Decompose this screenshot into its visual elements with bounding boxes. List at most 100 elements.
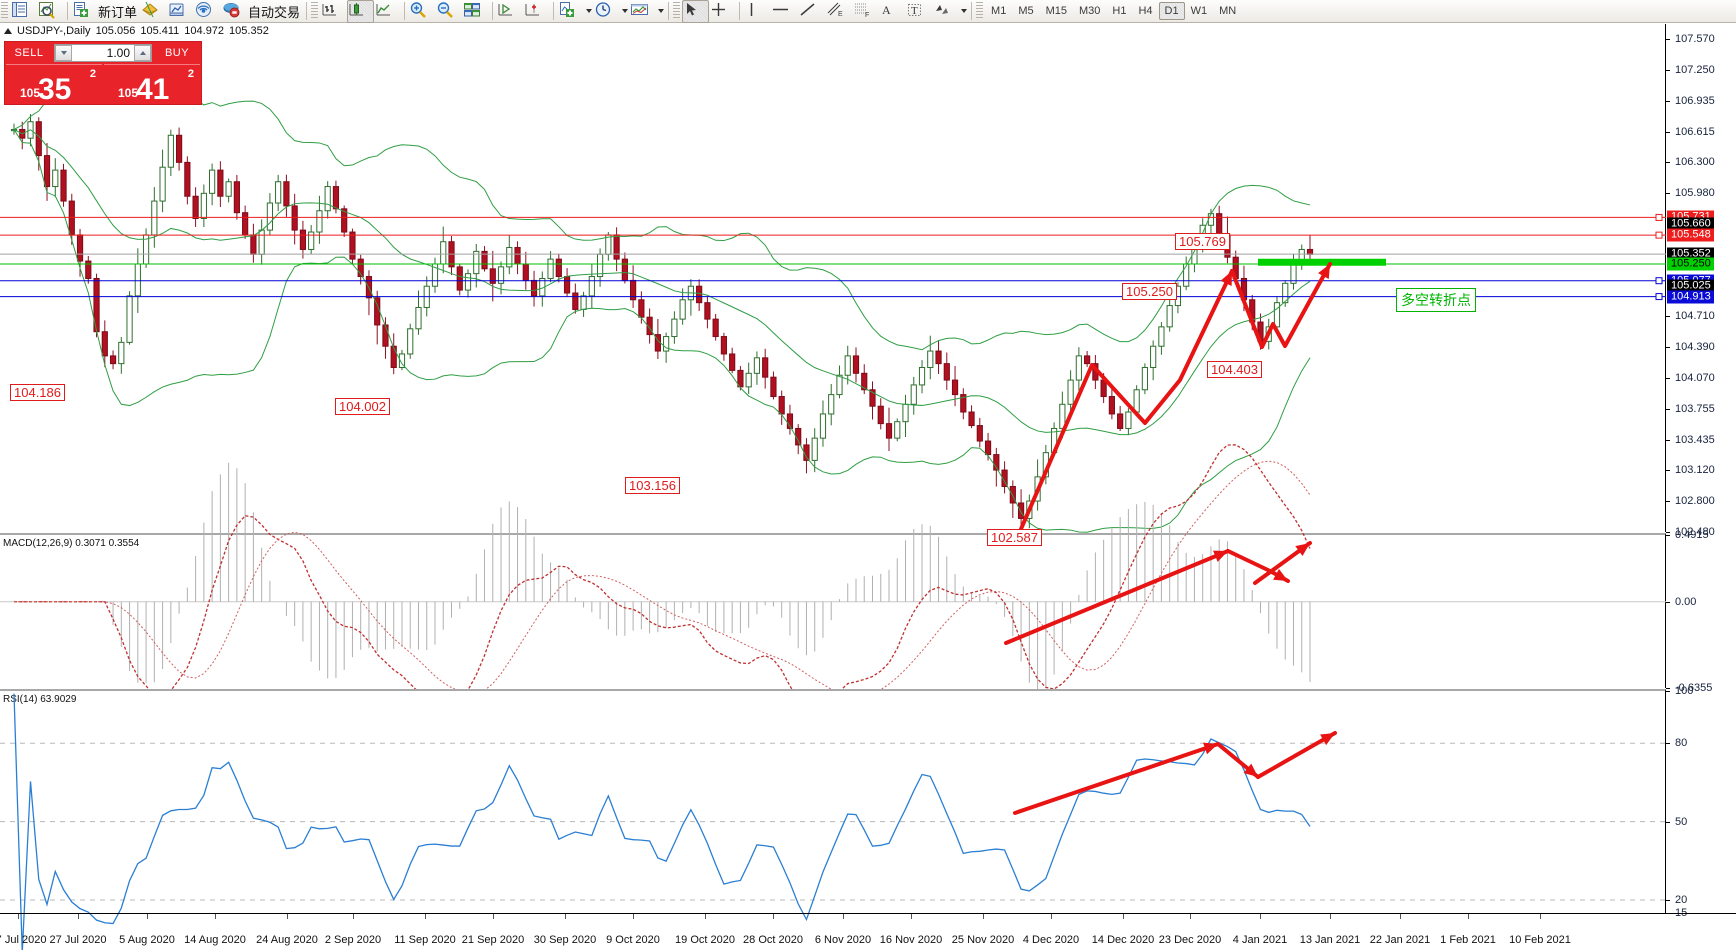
period-chevron-down-icon[interactable] [620, 1, 629, 22]
price-level-badge[interactable]: 105.250 [1667, 257, 1714, 271]
macd-axis-tick: 0.4915 [1666, 529, 1736, 541]
autotrading-label[interactable]: 自动交易 [248, 4, 301, 20]
price-tag[interactable]: 102.587 [987, 529, 1042, 546]
timeframe-m1[interactable]: M1 [991, 5, 1007, 17]
volume-increment-button[interactable] [134, 45, 151, 61]
price-level-badge[interactable]: 105.548 [1667, 228, 1714, 242]
turning-point-annotation[interactable]: 多空转折点 [1396, 288, 1476, 312]
sell-button[interactable]: 105 35 2 [6, 64, 102, 106]
price-tag[interactable]: 104.002 [335, 398, 390, 415]
add-template-chevron-down-icon[interactable] [584, 1, 593, 22]
toolbar-grip[interactable] [1, 2, 8, 20]
price-tag[interactable]: 104.403 [1207, 361, 1262, 378]
templates-icon[interactable] [629, 0, 656, 23]
svg-text:T: T [911, 5, 918, 17]
price-tag[interactable]: 105.250 [1122, 283, 1177, 300]
crosshair-icon[interactable] [709, 0, 736, 23]
time-axis-label: 22 Jan 2021 [1369, 934, 1431, 946]
time-axis-label: 1 Feb 2021 [1440, 934, 1496, 946]
timeframe-d1[interactable]: D1 [1158, 2, 1185, 20]
arrows-icon[interactable] [932, 0, 959, 23]
toolbar-grip[interactable] [976, 2, 984, 20]
mql-community-icon[interactable] [167, 0, 194, 23]
time-axis-tick [705, 914, 706, 919]
cursor-icon[interactable] [682, 0, 710, 23]
buy-label[interactable]: BUY [164, 47, 190, 59]
symbol-ohlc-bar: USDJPY-,Daily 105.056 105.411 104.972 10… [0, 24, 1736, 37]
timeframe-mn[interactable]: MN [1219, 5, 1237, 17]
new-order-label[interactable]: 新订单 [98, 4, 138, 20]
signals-icon[interactable] [194, 0, 221, 23]
volume-decrement-button[interactable] [55, 45, 72, 61]
line-chart-icon[interactable] [374, 0, 401, 23]
one-click-trading-panel[interactable]: SELL 1.00 BUY 105 35 2 105 41 2 [4, 41, 202, 106]
bar-chart-icon[interactable] [320, 0, 347, 23]
price-axis-tick: 102.800 [1666, 495, 1736, 507]
market-watch-icon[interactable] [10, 0, 37, 23]
price-pane[interactable] [0, 24, 1666, 533]
zoom-in-icon[interactable] [408, 0, 435, 23]
price-axis-tick: 107.250 [1666, 64, 1736, 76]
zoom-out-icon[interactable] [435, 0, 462, 23]
rsi-pane[interactable]: RSI(14) 63.9029 [0, 689, 1666, 950]
timeframe-h4[interactable]: H4 [1138, 5, 1153, 17]
price-tag[interactable]: 103.156 [625, 477, 680, 494]
data-window-icon[interactable] [37, 0, 64, 23]
rsi-axis-tick: 50 [1666, 816, 1736, 828]
volume-stepper[interactable]: 1.00 [54, 44, 152, 62]
volume-value[interactable]: 1.00 [106, 46, 130, 60]
arrows-chevron-down-icon[interactable] [959, 1, 968, 22]
price-tag[interactable]: 104.186 [10, 384, 65, 401]
chart-container[interactable]: MACD(12,26,9) 0.3071 0.3554 RSI(14) 63.9… [0, 24, 1736, 950]
ohlc-low: 104.972 [184, 24, 225, 37]
timeframe-w1[interactable]: W1 [1190, 5, 1208, 17]
price-axis[interactable]: 107.570 107.250 106.935 106.615 106.300 105.9… [1666, 24, 1736, 919]
auto-scroll-icon[interactable] [496, 0, 523, 23]
collapse-triangle-icon[interactable] [4, 27, 12, 34]
candlestick-chart-icon[interactable] [347, 0, 375, 23]
sell-label[interactable]: SELL [14, 47, 44, 59]
rsi-chart-svg [0, 693, 1666, 950]
price-axis-tick: 104.070 [1666, 372, 1736, 384]
chart-shift-icon[interactable] [523, 0, 550, 23]
macd-indicator-label: MACD(12,26,9) 0.3071 0.3554 [3, 538, 140, 549]
add-template-icon[interactable] [557, 0, 584, 23]
autotrading-icon[interactable] [221, 0, 248, 23]
price-tag[interactable]: 105.769 [1175, 233, 1230, 250]
price-level-badge[interactable]: 104.913 [1667, 290, 1714, 304]
new-order-icon[interactable] [71, 0, 98, 23]
horizontal-line-icon[interactable] [770, 0, 797, 23]
timeframe-h1[interactable]: H1 [1112, 5, 1127, 17]
toolbar-separator [404, 2, 406, 20]
equidistant-channel-icon[interactable]: E [824, 0, 851, 23]
price-level-badge[interactable]: 105.660 [1667, 217, 1714, 231]
buy-button[interactable]: 105 41 2 [104, 64, 200, 106]
time-axis-label: 2 Sep 2020 [324, 934, 382, 946]
price-level-badge[interactable]: 105.025 [1667, 279, 1714, 293]
period-clock-icon[interactable] [593, 0, 620, 23]
time-axis-label: 19 Oct 2020 [675, 934, 735, 946]
expert-advisors-icon[interactable] [140, 0, 167, 23]
macd-pane[interactable]: MACD(12,26,9) 0.3071 0.3554 [0, 444, 1666, 714]
text-label-icon[interactable]: A [878, 0, 905, 23]
vertical-line-icon[interactable] [743, 0, 770, 23]
price-axis-tick: 103.755 [1666, 403, 1736, 415]
toolbar-grip[interactable] [311, 2, 319, 20]
sell-price-sup: 2 [89, 68, 96, 80]
templates-chevron-down-icon[interactable] [656, 1, 665, 22]
trade-panel-header: SELL 1.00 BUY [5, 42, 201, 64]
time-axis-tick [18, 914, 19, 919]
ohlc-open: 105.056 [95, 24, 136, 37]
trendline-icon[interactable] [797, 0, 824, 23]
timeframe-m15[interactable]: M15 [1045, 5, 1067, 17]
tile-windows-icon[interactable] [462, 0, 489, 23]
price-axis-tick: 107.570 [1666, 33, 1736, 45]
ohlc-high: 105.411 [140, 24, 180, 37]
fibonacci-retracement-icon[interactable]: F [851, 0, 878, 23]
timeframe-m30[interactable]: M30 [1079, 5, 1101, 17]
toolbar-grip[interactable] [673, 2, 681, 20]
timeframe-m5[interactable]: M5 [1018, 5, 1034, 17]
text-box-icon[interactable]: T [905, 0, 932, 23]
price-level-badge[interactable]: 105.352 [1667, 247, 1714, 261]
